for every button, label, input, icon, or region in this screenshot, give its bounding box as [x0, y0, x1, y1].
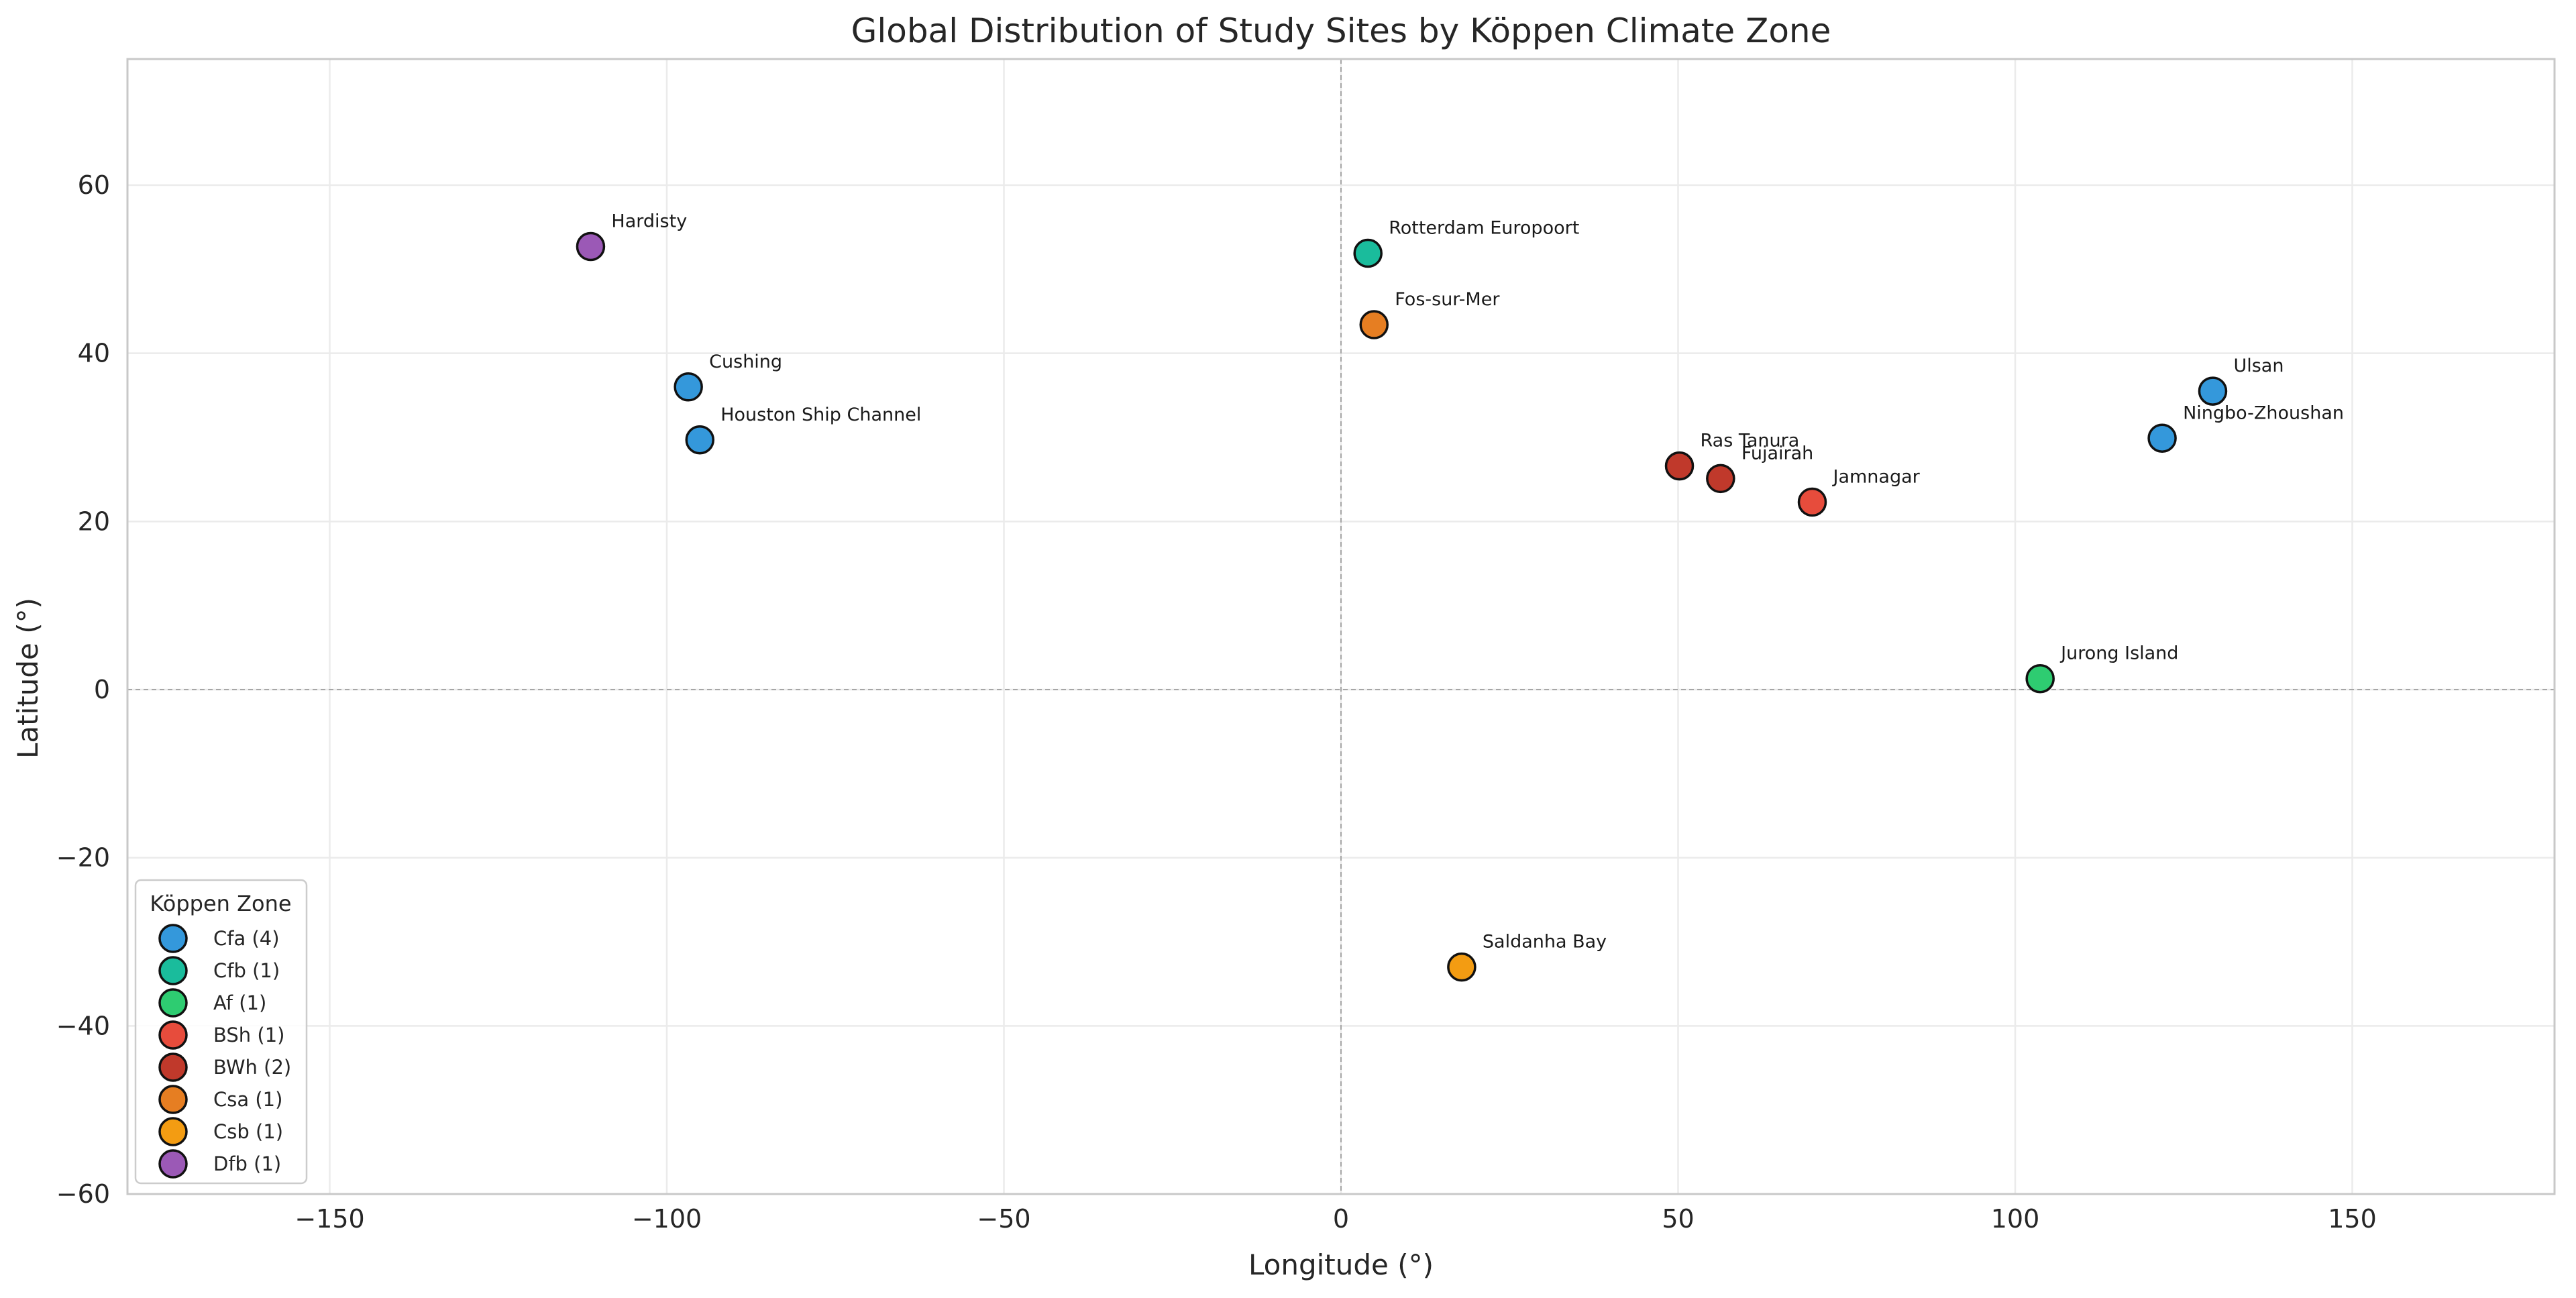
x-tick-label: 0 — [1333, 1204, 1349, 1234]
y-tick-label: 40 — [78, 339, 110, 368]
data-point — [2025, 663, 2055, 694]
point-label: Ningbo-Zhoushan — [2183, 402, 2344, 423]
legend-label: BWh (2) — [213, 1056, 291, 1079]
data-point — [1797, 487, 1827, 517]
legend-marker — [158, 1149, 188, 1179]
legend-marker — [158, 1020, 188, 1050]
point-label: Saldanha Bay — [1483, 932, 1607, 953]
y-tick-label: −40 — [56, 1011, 110, 1040]
plot-frame — [126, 58, 2556, 1195]
point-label: Fujairah — [1741, 443, 1813, 464]
point-label: Rotterdam Europoort — [1389, 218, 1579, 239]
y-tick-label: 60 — [78, 170, 110, 200]
legend: Köppen Zone Cfa (4) Cfb (1) Af (1) BSh (1) B… — [134, 879, 308, 1185]
legend-entries: Cfa (4) Cfb (1) Af (1) BSh (1) BWh (2) Csa (1… — [158, 924, 291, 1179]
legend-marker — [158, 1052, 188, 1082]
data-point — [1359, 310, 1389, 339]
x-tick-label: 150 — [2328, 1204, 2377, 1234]
data-points — [576, 231, 2228, 982]
chart-title: Global Distribution of Study Sites by Kö… — [851, 11, 1831, 50]
point-label: Cushing — [709, 351, 782, 372]
x-tick-label: −150 — [294, 1204, 364, 1234]
legend-title: Köppen Zone — [150, 891, 291, 916]
x-tick-label: −100 — [632, 1204, 702, 1234]
point-label: Ras Tanura — [1701, 431, 1800, 451]
point-label: Jurong Island — [2059, 643, 2178, 664]
legend-marker — [158, 1085, 188, 1114]
data-point — [1353, 238, 1383, 268]
y-tick-label: 20 — [78, 506, 110, 536]
reference-lines — [127, 59, 2555, 1194]
x-tick-label: 100 — [1991, 1204, 2040, 1234]
legend-label: Csa (1) — [213, 1088, 282, 1111]
point-label: Hardisty — [611, 211, 687, 231]
y-tick-label: 0 — [94, 675, 110, 704]
legend-label: Dfb (1) — [213, 1152, 281, 1175]
x-tick-label: 50 — [1662, 1204, 1694, 1234]
legend-label: BSh (1) — [213, 1024, 284, 1046]
data-point — [1706, 464, 1735, 494]
tick-labels: −150 −100 −50 0 50 100 150 −60 −40 −20 0 20 40 60 — [56, 170, 2377, 1234]
legend-marker — [158, 956, 188, 985]
legend-label: Cfa (4) — [213, 927, 280, 950]
legend-marker — [158, 924, 188, 953]
point-label: Jamnagar — [1831, 467, 1920, 488]
y-tick-label: −60 — [56, 1179, 110, 1209]
legend-marker — [158, 1117, 188, 1146]
data-point — [1447, 952, 1477, 982]
data-point — [1664, 451, 1695, 481]
legend-marker — [158, 988, 188, 1018]
data-point — [685, 425, 714, 455]
legend-label: Af (1) — [213, 991, 266, 1014]
data-point — [2198, 376, 2228, 406]
y-tick-label: −20 — [56, 843, 110, 873]
y-axis-label: Latitude (°) — [11, 598, 44, 759]
data-point — [576, 231, 606, 262]
point-label: Ulsan — [2233, 356, 2284, 376]
point-annotations: Hardisty Cushing Houston Ship Channel Rotte… — [611, 211, 2344, 952]
legend-label: Cfb (1) — [213, 959, 280, 982]
x-tick-label: −50 — [977, 1204, 1030, 1234]
x-axis-label: Longitude (°) — [1248, 1248, 1434, 1281]
data-point — [2147, 423, 2177, 453]
point-label: Houston Ship Channel — [720, 404, 921, 425]
point-label: Fos-sur-Mer — [1395, 289, 1500, 310]
legend-label: Csb (1) — [213, 1120, 283, 1143]
data-point — [674, 372, 703, 402]
